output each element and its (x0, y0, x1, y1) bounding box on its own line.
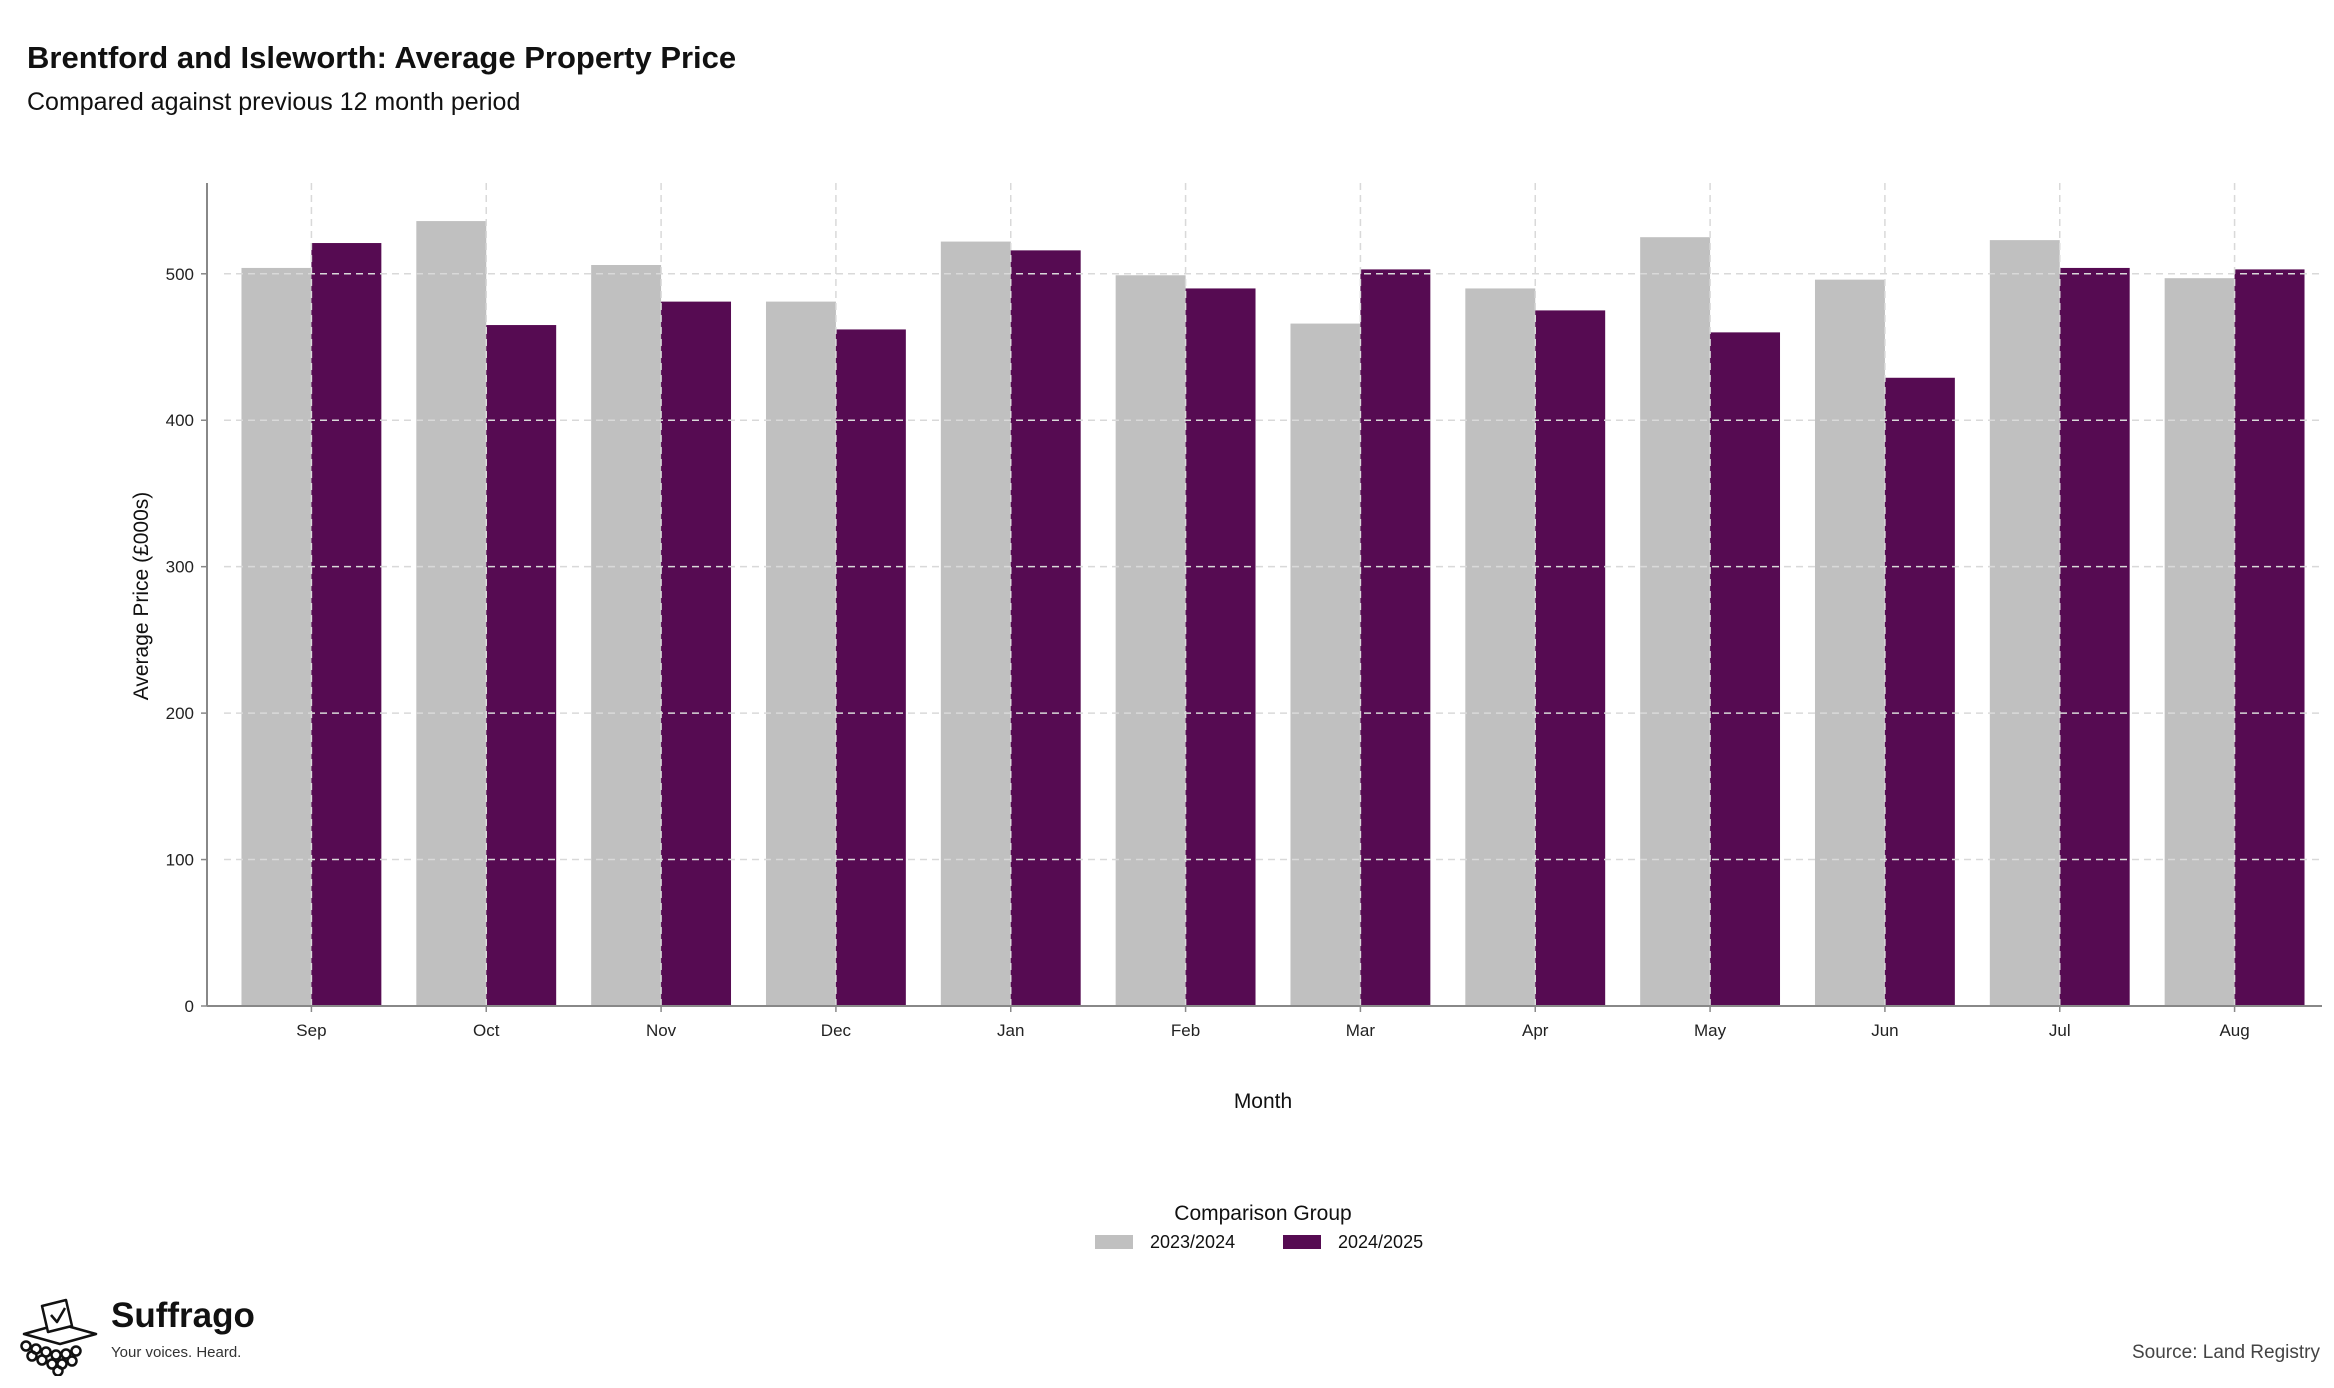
axes-layer (206, 183, 2322, 1007)
grid-layer (224, 183, 2322, 1006)
y-tick-label: 500 (166, 265, 194, 284)
y-tick-label: 300 (166, 558, 194, 577)
x-tick-label: Apr (1522, 1021, 1549, 1040)
legend-swatch-2023-2024 (1095, 1235, 1133, 1249)
legend-title: Comparison Group (1174, 1202, 1351, 1225)
brand-name: Suffrago (111, 1296, 255, 1335)
y-axis-title: Average Price (£000s) (130, 492, 153, 701)
x-tick-label: May (1694, 1021, 1727, 1040)
bar-2023-2024-sep (241, 267, 312, 1007)
bar-2024-2025-mar (1360, 269, 1431, 1006)
legend-swatch-2024-2025 (1283, 1235, 1321, 1249)
bars-layer (241, 221, 2305, 1007)
bar-2024-2025-jul (2059, 267, 2130, 1007)
bar-2024-2025-feb (1185, 288, 1256, 1006)
bar-2024-2025-nov (661, 301, 732, 1006)
x-tick-label: Aug (2219, 1021, 2249, 1040)
bar-2023-2024-jul (1989, 240, 2060, 1006)
legend-label-2024-2025: 2024/2025 (1338, 1232, 1423, 1252)
legend: Comparison Group 2023/2024 2024/2025 (1095, 1202, 1423, 1252)
x-tick-label: Jan (997, 1021, 1024, 1040)
legend-label-2023-2024: 2023/2024 (1150, 1232, 1235, 1252)
ticks-layer: 0 100 200 300 400 500 Sep Oct Nov Dec Jan Feb Mar Apr… (166, 265, 2250, 1040)
x-tick-label: Jul (2049, 1021, 2071, 1040)
bar-2023-2024-aug (2164, 278, 2235, 1006)
y-tick-label: 100 (166, 851, 194, 870)
x-axis-title: Month (1234, 1090, 1292, 1113)
bar-2024-2025-jun (1884, 377, 1955, 1006)
bar-2023-2024-jan (940, 241, 1011, 1006)
bar-2023-2024-nov (591, 265, 662, 1007)
x-tick-label: Mar (1346, 1021, 1376, 1040)
bar-2023-2024-apr (1465, 288, 1536, 1006)
x-tick-label: Nov (646, 1021, 677, 1040)
bar-2023-2024-may (1640, 237, 1711, 1006)
bar-2023-2024-feb (1115, 275, 1186, 1006)
bar-2024-2025-aug (2234, 269, 2305, 1006)
bar-2024-2025-sep (311, 243, 382, 1007)
bar-2024-2025-jan (1010, 250, 1081, 1007)
x-tick-label: Feb (1171, 1021, 1200, 1040)
bar-2024-2025-oct (486, 325, 557, 1006)
bar-2024-2025-may (1710, 332, 1781, 1006)
source-note: Source: Land Registry (2132, 1342, 2320, 1363)
bar-2024-2025-dec (835, 329, 906, 1006)
bar-2024-2025-apr (1535, 310, 1606, 1006)
x-tick-label: Sep (296, 1021, 326, 1040)
bar-2023-2024-mar (1290, 323, 1361, 1006)
x-tick-label: Dec (821, 1021, 852, 1040)
bar-2023-2024-dec (765, 301, 836, 1006)
ballot-box-icon (20, 1298, 98, 1376)
y-tick-label: 200 (166, 704, 194, 723)
chart-subtitle: Compared against previous 12 month perio… (27, 88, 521, 116)
x-tick-label: Jun (1871, 1021, 1898, 1040)
brand-tagline: Your voices. Heard. (111, 1344, 242, 1361)
brand-logo: Suffrago Your voices. Heard. (14, 1296, 274, 1376)
bar-2023-2024-oct (416, 221, 487, 1007)
chart-title: Brentford and Isleworth: Average Propert… (27, 40, 737, 75)
bar-2023-2024-jun (1814, 279, 1885, 1006)
y-tick-label: 400 (166, 411, 194, 430)
y-tick-label: 0 (185, 997, 194, 1016)
x-tick-label: Oct (473, 1021, 500, 1040)
